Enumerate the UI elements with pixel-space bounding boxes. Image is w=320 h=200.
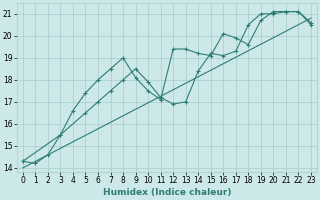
X-axis label: Humidex (Indice chaleur): Humidex (Indice chaleur) — [103, 188, 231, 197]
